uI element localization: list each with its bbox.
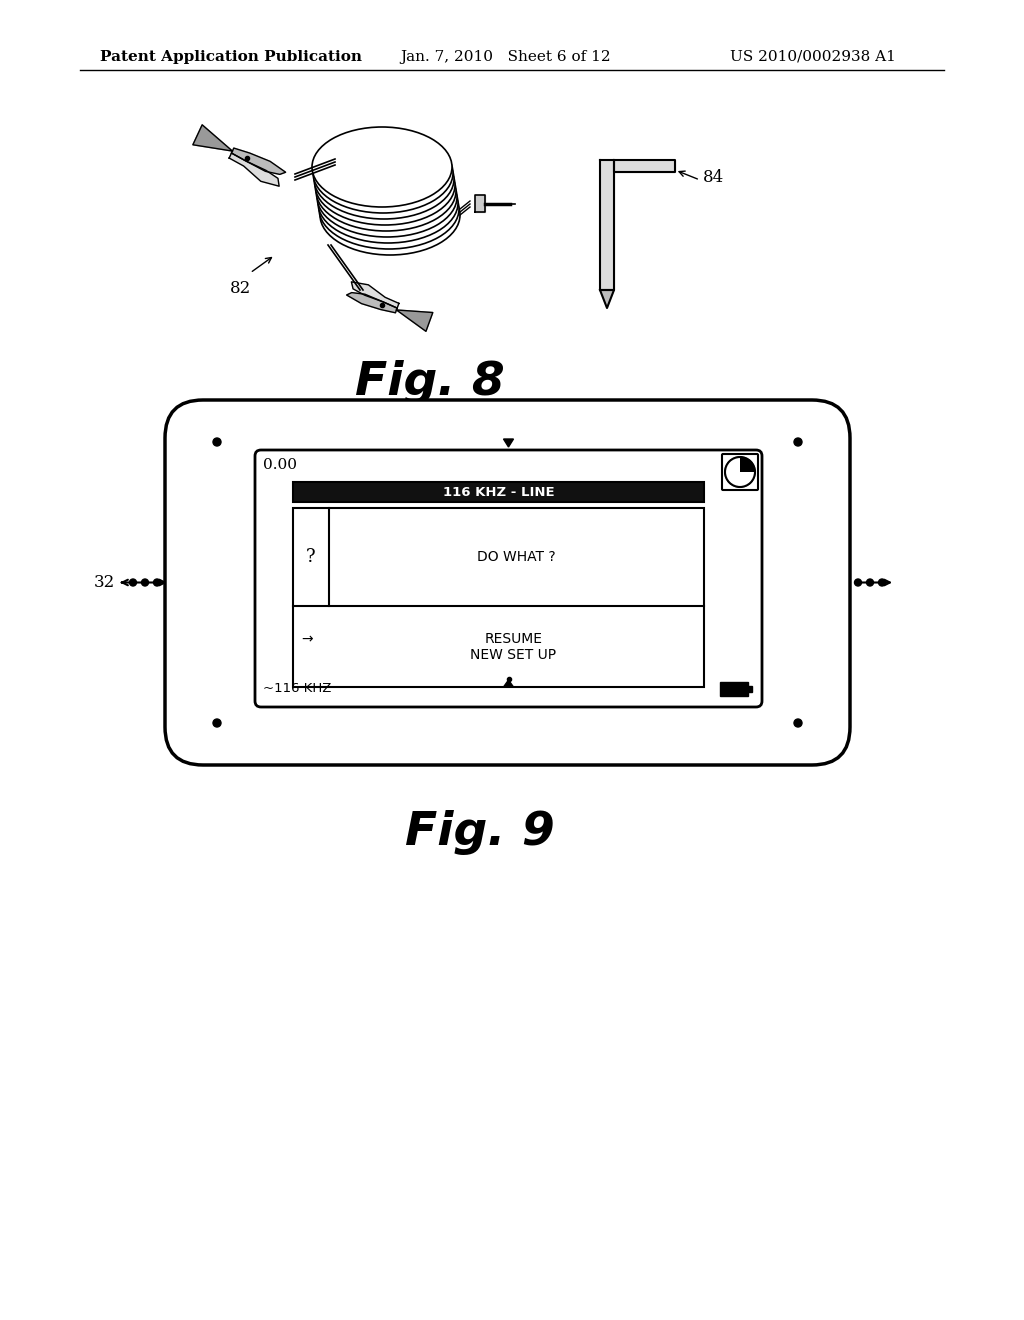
Ellipse shape bbox=[316, 150, 456, 231]
Ellipse shape bbox=[317, 157, 457, 238]
Circle shape bbox=[129, 579, 136, 586]
Polygon shape bbox=[351, 282, 399, 308]
Circle shape bbox=[213, 719, 221, 727]
Bar bbox=[748, 686, 752, 692]
Text: ~116 KHZ: ~116 KHZ bbox=[263, 682, 332, 696]
Polygon shape bbox=[600, 290, 614, 308]
Circle shape bbox=[154, 579, 161, 586]
Ellipse shape bbox=[319, 176, 460, 255]
Ellipse shape bbox=[314, 139, 454, 219]
Text: Patent Application Publication: Patent Application Publication bbox=[100, 50, 362, 63]
Wedge shape bbox=[725, 457, 755, 487]
Circle shape bbox=[213, 438, 221, 446]
Ellipse shape bbox=[312, 127, 452, 207]
FancyBboxPatch shape bbox=[165, 400, 850, 766]
Polygon shape bbox=[396, 310, 433, 331]
Text: 82: 82 bbox=[230, 280, 251, 297]
Text: US 2010/0002938 A1: US 2010/0002938 A1 bbox=[730, 50, 896, 63]
Text: Fig. 8: Fig. 8 bbox=[355, 360, 505, 405]
Text: DO WHAT ?: DO WHAT ? bbox=[477, 550, 556, 564]
Ellipse shape bbox=[318, 162, 458, 243]
Circle shape bbox=[794, 719, 802, 727]
Circle shape bbox=[141, 579, 148, 586]
Text: →: → bbox=[301, 632, 312, 647]
Ellipse shape bbox=[315, 145, 455, 224]
Bar bbox=[720, 682, 748, 696]
Text: 32: 32 bbox=[94, 574, 115, 591]
Circle shape bbox=[725, 457, 755, 487]
Bar bbox=[293, 508, 705, 686]
Polygon shape bbox=[614, 160, 675, 172]
Text: NEW SET UP: NEW SET UP bbox=[470, 648, 557, 661]
Circle shape bbox=[866, 579, 873, 586]
Circle shape bbox=[879, 579, 886, 586]
Polygon shape bbox=[504, 440, 513, 447]
Polygon shape bbox=[600, 160, 614, 290]
Circle shape bbox=[854, 579, 861, 586]
Text: 0.00: 0.00 bbox=[263, 458, 297, 473]
Ellipse shape bbox=[319, 169, 459, 249]
FancyBboxPatch shape bbox=[255, 450, 762, 708]
Circle shape bbox=[794, 438, 802, 446]
Bar bbox=[293, 482, 705, 502]
Polygon shape bbox=[504, 680, 513, 686]
Text: Jan. 7, 2010   Sheet 6 of 12: Jan. 7, 2010 Sheet 6 of 12 bbox=[400, 50, 610, 63]
Text: RESUME: RESUME bbox=[484, 632, 543, 645]
Polygon shape bbox=[229, 153, 280, 186]
Polygon shape bbox=[475, 195, 485, 213]
Polygon shape bbox=[231, 148, 286, 174]
Text: Fig. 9: Fig. 9 bbox=[406, 810, 555, 855]
Polygon shape bbox=[346, 293, 397, 313]
Text: ?: ? bbox=[306, 548, 315, 566]
Ellipse shape bbox=[313, 133, 453, 213]
Polygon shape bbox=[193, 125, 232, 150]
Text: 116 KHZ - LINE: 116 KHZ - LINE bbox=[442, 486, 554, 499]
Text: 84: 84 bbox=[703, 169, 724, 186]
FancyBboxPatch shape bbox=[722, 454, 758, 490]
